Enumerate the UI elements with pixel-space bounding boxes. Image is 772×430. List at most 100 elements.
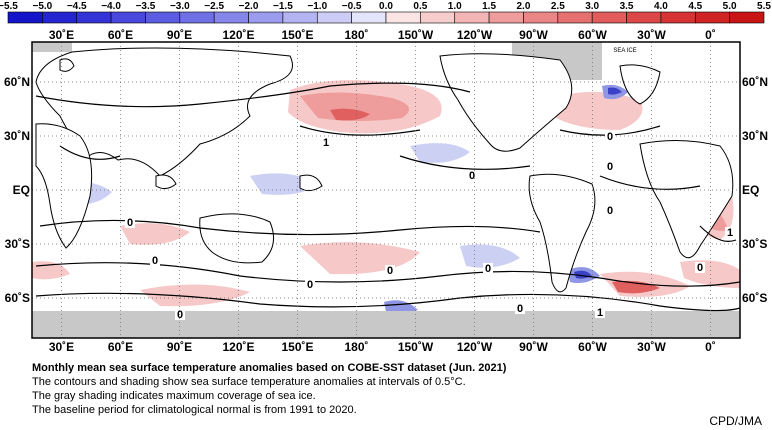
latitude-label-right: 60˚S <box>742 291 767 305</box>
colorbar-swatch <box>7 11 43 24</box>
colorbar-swatch <box>591 11 627 24</box>
contour-label-bg <box>385 265 395 276</box>
colorbar-tick-label: −4.5 <box>67 1 87 12</box>
caption-line-sea-ice: The gray shading indicates maximum cover… <box>32 390 316 402</box>
caption-line-baseline: The baseline period for climatological n… <box>32 404 357 416</box>
longitude-label-top: 0˚ <box>705 28 716 42</box>
contour-label-bg <box>150 255 160 266</box>
colorbar-tick-label: −5.5 <box>0 1 18 12</box>
contour-label-bg <box>695 262 705 273</box>
longitude-label-top: 90˚W <box>519 28 548 42</box>
colorbar-tick-label: −3.5 <box>136 1 156 12</box>
sea-ice-legend-box <box>602 42 648 56</box>
contour-label: 0 <box>127 217 133 229</box>
colorbar-tick-label: −1.5 <box>273 1 293 12</box>
colorbar-tick-label: 3.0 <box>585 1 599 12</box>
colorbar-swatch <box>523 11 559 24</box>
longitude-label-bottom: 150˚W <box>398 340 434 354</box>
caption-line-contours: The contours and shading show sea surfac… <box>32 376 466 388</box>
colorbar-swatch <box>454 11 490 24</box>
color-scale-bar: −5.5 −5.0 −4.5 −4.0 −3.5 −3.0 −2.5 −2.0 −1.5 −1.0… <box>0 1 771 24</box>
colorbar-tick-label: 5.5 <box>757 1 771 12</box>
contour-label-bg <box>175 309 185 320</box>
contour-label: 0 <box>152 255 158 267</box>
landmass <box>199 213 275 264</box>
landmass <box>439 53 573 152</box>
colorbar-swatch <box>110 11 146 24</box>
longitude-label-top: 120˚W <box>457 28 493 42</box>
contour-line <box>39 219 541 236</box>
longitude-label-bottom: 30˚W <box>637 340 666 354</box>
colorbar-tick-label: 0.0 <box>379 1 393 12</box>
contour-label-bg <box>595 307 605 318</box>
colorbar-swatch <box>76 11 112 24</box>
longitude-label-bottom: 180˚ <box>344 340 368 354</box>
landmass <box>155 174 177 190</box>
contour-label: 0 <box>387 265 393 277</box>
contour-line <box>59 145 121 160</box>
longitude-label-top: 60˚W <box>578 28 607 42</box>
contour-label: 1 <box>323 137 329 149</box>
longitude-label-top: 60˚E <box>108 28 133 42</box>
colorbar-swatch <box>248 11 284 24</box>
longitude-label-top: 120˚E <box>222 28 254 42</box>
longitude-label-top: 180˚ <box>344 28 368 42</box>
contour-label: 0 <box>607 205 613 217</box>
colorbar-swatch <box>488 11 524 24</box>
colorbar-tick-label: −5.0 <box>32 1 52 12</box>
colorbar-tick-label: 3.5 <box>620 1 634 12</box>
map-title: Monthly mean sea surface temperature ano… <box>32 362 507 374</box>
longitude-label-bottom: 90˚E <box>167 340 192 354</box>
colorbar-swatch <box>420 11 456 24</box>
landmass <box>35 47 293 177</box>
contour-label: 0 <box>485 263 491 275</box>
contour-label-bg <box>605 131 615 142</box>
colorbar-swatch <box>660 11 696 24</box>
contour-label: 1 <box>727 227 733 239</box>
sea-ice-legend-label: SEA ICE <box>613 48 636 54</box>
sst-anomaly-map: SEA ICE 0 0 0 0 0 0 0 0 0 0 1 0 0 1 1 30˚E 30˚E 60˚E 60˚E 90… <box>4 28 768 354</box>
contour-label-bg <box>605 161 615 172</box>
longitude-label-bottom: 90˚W <box>519 340 548 354</box>
contour-label-bg <box>725 227 735 238</box>
colorbar-swatch <box>626 11 662 24</box>
anomaly-shading <box>300 92 410 121</box>
contour-label-bg <box>467 170 477 181</box>
anomaly-shading <box>140 284 250 307</box>
colorbar-tick-label: −0.5 <box>342 1 362 12</box>
contour-line <box>399 155 531 170</box>
colorbar-tick-label: −4.0 <box>101 1 121 12</box>
colorbar-tick-label: −3.0 <box>170 1 190 12</box>
contour-label: 1 <box>597 307 603 319</box>
contour-label: 0 <box>469 170 475 182</box>
contour-line <box>35 82 471 108</box>
contour-label-bg <box>125 217 135 228</box>
colorbar-tick-label: 0.5 <box>413 1 427 12</box>
map-frame <box>31 41 741 339</box>
contour-label: 0 <box>697 262 703 274</box>
colorbar-swatch <box>694 11 730 24</box>
contour-label: 0 <box>517 303 523 315</box>
landmass <box>59 58 75 72</box>
colorbar-tick-label: −1.0 <box>307 1 327 12</box>
colorbar-tick-label: 1.5 <box>482 1 496 12</box>
colorbar-swatch <box>385 11 421 24</box>
landmass <box>639 139 734 259</box>
contour-line <box>35 292 741 312</box>
colorbar-swatch <box>42 11 78 24</box>
colorbar-tick-label: 4.0 <box>654 1 668 12</box>
longitude-label-top: 150˚E <box>281 28 313 42</box>
latitude-label-right: 60˚N <box>742 75 768 89</box>
anomaly-shading <box>410 143 470 163</box>
colorbar-swatch <box>282 11 318 24</box>
colorbar-tick-label: −2.5 <box>204 1 224 12</box>
contour-line <box>35 262 741 287</box>
colorbar-swatch <box>213 11 249 24</box>
contour-line <box>699 225 737 242</box>
longitude-label-bottom: 60˚W <box>578 340 607 354</box>
anomaly-shading <box>460 244 520 268</box>
latitude-label-left: 30˚N <box>4 129 30 143</box>
longitude-label-bottom: 0˚ <box>705 340 716 354</box>
anomaly-shading <box>384 300 418 314</box>
latitude-label-left: EQ <box>13 183 30 197</box>
